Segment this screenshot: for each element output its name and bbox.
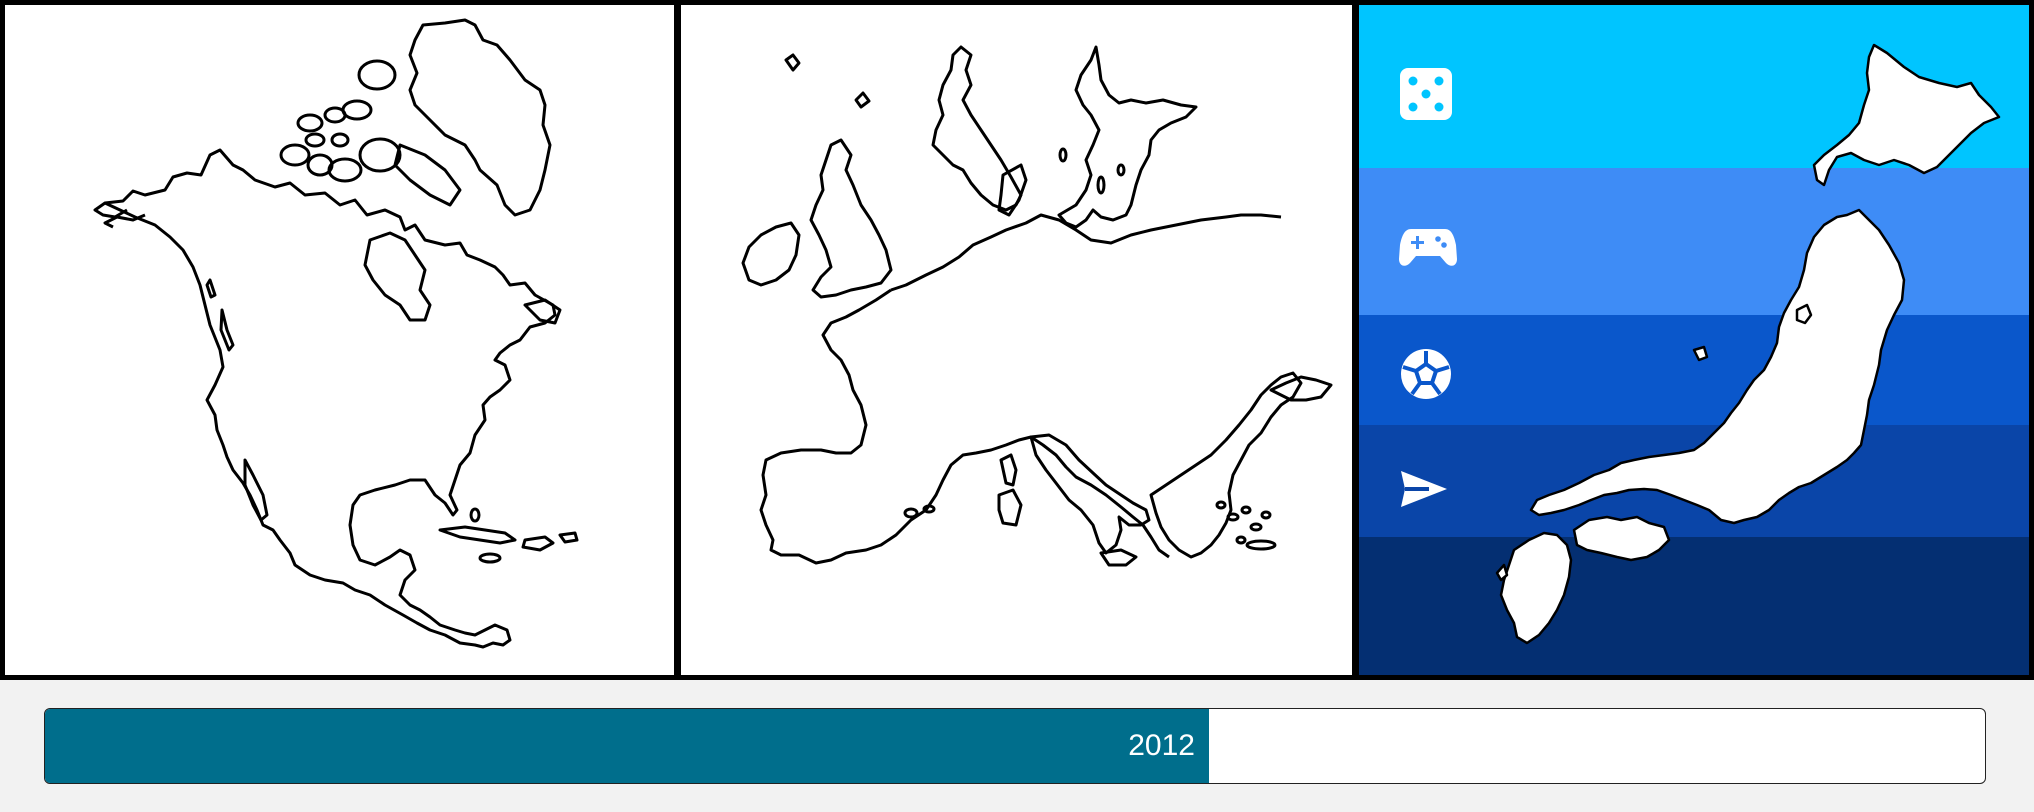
hokkaido	[1812, 43, 2001, 187]
europe-map	[741, 45, 1333, 567]
continental-europe	[890, 213, 1282, 292]
gamepad-icon[interactable]	[1399, 225, 1457, 281]
dice-icon[interactable]	[1399, 67, 1455, 123]
soccer-ball-icon[interactable]	[1399, 347, 1455, 403]
timeline-bar[interactable]: 2012	[44, 708, 1986, 784]
north-america-mainland	[103, 148, 557, 649]
north-america-map	[93, 18, 579, 649]
italy	[1029, 433, 1151, 555]
greenland	[408, 18, 552, 217]
japan-map	[1495, 43, 2001, 645]
shikoku	[1572, 515, 1671, 562]
timeline-progress-fill[interactable]	[45, 709, 1209, 783]
map-panel-europe[interactable]	[681, 5, 1352, 675]
send-icon[interactable]	[1399, 469, 1455, 525]
category-stripe-5[interactable]	[1359, 537, 2029, 675]
kyushu	[1499, 531, 1573, 645]
ireland	[741, 221, 801, 287]
honshu	[1529, 208, 1906, 525]
map-panel-japan[interactable]	[1359, 5, 2029, 675]
map-panels	[0, 0, 2034, 680]
great-britain	[809, 138, 893, 299]
category-stripe-2[interactable]	[1359, 168, 2029, 316]
timeline-year-label: 2012	[1128, 729, 1195, 762]
scandinavia	[931, 45, 1023, 212]
map-panel-north-america[interactable]	[5, 5, 674, 675]
